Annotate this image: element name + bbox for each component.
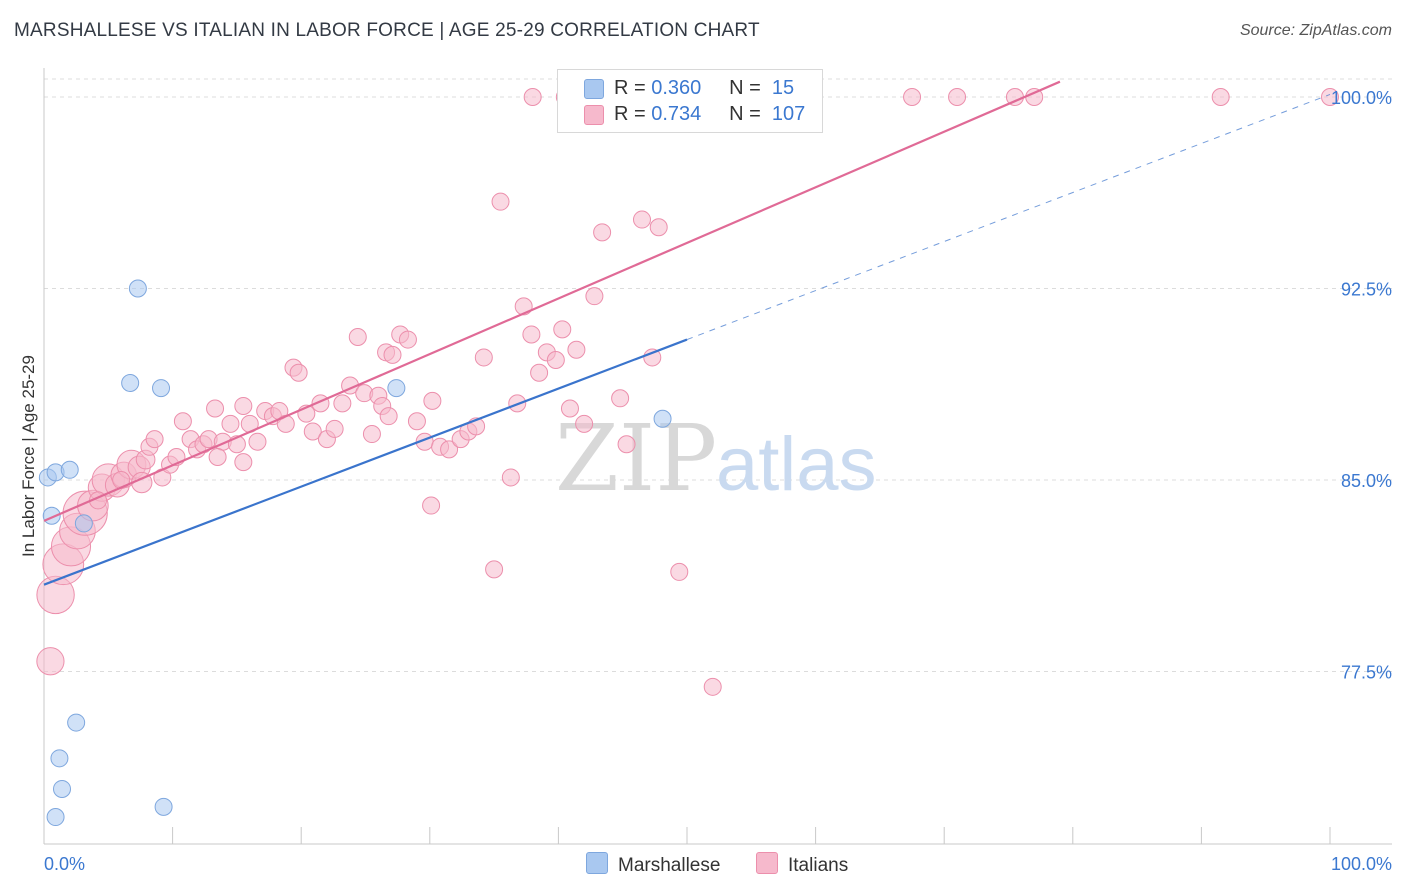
legend-swatch-marshallese xyxy=(584,79,604,99)
italians-point-85 xyxy=(703,677,722,696)
axes xyxy=(43,68,1392,845)
y-tick-label-1: 85.0% xyxy=(1341,471,1392,491)
italians-point-54 xyxy=(398,330,417,349)
trend-lines xyxy=(43,80,1331,586)
italians-point-72 xyxy=(546,350,565,369)
trend-line-marshallese xyxy=(43,338,688,586)
series-legend-italians[interactable]: Italians xyxy=(756,852,848,877)
italians-point-16 xyxy=(145,430,164,449)
watermark-atlas: atlas xyxy=(716,422,877,507)
italians-point-70 xyxy=(530,363,549,382)
italians-point-76 xyxy=(575,414,594,433)
marshallese-point-12 xyxy=(53,779,72,798)
italians-point-73 xyxy=(553,320,572,339)
legend-swatch-italians xyxy=(584,105,604,125)
italians-point-66 xyxy=(491,192,510,211)
chart-source: Source: ZipAtlas.com xyxy=(1239,22,1392,39)
legend-n-label: N = xyxy=(729,77,761,99)
italians-point-77 xyxy=(585,287,604,306)
italians-point-79 xyxy=(611,389,630,408)
italians-point-31 xyxy=(248,432,267,451)
italians-point-0 xyxy=(36,647,65,676)
legend-r-label: R = xyxy=(614,77,646,99)
italians-point-78 xyxy=(593,223,612,242)
italians-point-59 xyxy=(440,440,459,459)
series-legend-label-marshallese: Marshallese xyxy=(618,855,721,876)
italians-point-29 xyxy=(234,453,253,472)
legend-r-value-marshallese: 0.360 xyxy=(651,77,702,99)
italians-point-80 xyxy=(617,435,636,454)
italians-point-82 xyxy=(643,348,662,367)
chart-title: MARSHALLESE VS ITALIAN IN LABOR FORCE | … xyxy=(14,20,760,41)
italians-point-84 xyxy=(670,562,689,581)
y-tick-label-0: 77.5% xyxy=(1341,663,1392,683)
marshallese-point-11 xyxy=(50,749,69,768)
italians-point-104 xyxy=(234,396,253,415)
italians-point-27 xyxy=(221,414,240,433)
legend-n-value-italians: 107 xyxy=(771,103,806,125)
correlation-legend: R = 0.360 N = 15 R = 0.734 N = 107 xyxy=(557,69,823,133)
italians-point-52 xyxy=(379,407,398,426)
italians-point-103 xyxy=(208,448,227,467)
series-legend-swatch-marshallese xyxy=(586,852,608,874)
marshallese-point-7 xyxy=(152,379,171,398)
italians-point-87 xyxy=(523,88,542,106)
italians-point-50 xyxy=(383,345,402,364)
italians-point-65 xyxy=(501,468,520,487)
marshallese-point-14 xyxy=(154,797,173,816)
marshallese-point-4 xyxy=(74,514,93,533)
marshallese-point-6 xyxy=(121,373,140,392)
italians-point-20 xyxy=(173,412,192,431)
series-legend-label-italians: Italians xyxy=(788,855,849,876)
italians-point-69 xyxy=(522,325,541,344)
y-tick-label-2: 92.5% xyxy=(1341,280,1392,300)
series-legend-swatch-italians xyxy=(756,852,778,874)
y-axis-label: In Labor Force | Age 25-29 xyxy=(19,355,38,557)
marshallese-point-5 xyxy=(128,279,147,298)
x-tick-label-0: 0.0% xyxy=(44,854,85,874)
italians-point-64 xyxy=(485,560,504,579)
marshallese-point-2 xyxy=(60,460,79,479)
italians-point-101 xyxy=(1211,88,1230,106)
watermark: ZIP atlas xyxy=(555,405,877,512)
series-legend-marshallese[interactable]: Marshallese xyxy=(586,852,720,877)
x-tick-label-1: 100.0% xyxy=(1331,854,1392,874)
italians-point-63 xyxy=(474,348,493,367)
marshallese-point-8 xyxy=(387,379,406,398)
legend-n-label: N = xyxy=(729,103,761,125)
italians-point-25 xyxy=(206,399,225,418)
grid-lines xyxy=(44,78,1392,672)
marshallese-point-10 xyxy=(67,713,86,732)
series-italians xyxy=(36,88,1339,696)
italians-point-37 xyxy=(289,363,308,382)
y-tick-label-3: 100.0% xyxy=(1331,88,1392,108)
legend-r-label: R = xyxy=(614,103,646,125)
marshallese-point-9 xyxy=(653,409,672,428)
italians-point-45 xyxy=(348,328,367,347)
italians-point-86 xyxy=(422,496,441,515)
y-tick-labels: 77.5% 85.0% 92.5% 100.0% xyxy=(1331,88,1392,683)
legend-n-value-marshallese: 15 xyxy=(771,77,795,99)
marshallese-point-13 xyxy=(46,808,65,827)
italians-point-42 xyxy=(325,419,344,438)
italians-point-39 xyxy=(303,422,322,441)
italians-point-83 xyxy=(649,218,668,237)
legend-r-value-italians: 0.734 xyxy=(651,103,702,125)
series-marshallese xyxy=(38,279,672,827)
italians-point-43 xyxy=(333,394,352,413)
italians-point-47 xyxy=(362,425,381,444)
italians-point-81 xyxy=(632,210,651,229)
italians-point-74 xyxy=(560,399,579,418)
italians-point-57 xyxy=(423,391,442,410)
italians-point-55 xyxy=(407,412,426,431)
italians-point-98 xyxy=(948,88,967,106)
italians-point-102 xyxy=(1321,88,1339,106)
italians-point-75 xyxy=(567,340,586,359)
italians-point-97 xyxy=(903,88,922,106)
trend-line-italians xyxy=(43,80,1061,522)
